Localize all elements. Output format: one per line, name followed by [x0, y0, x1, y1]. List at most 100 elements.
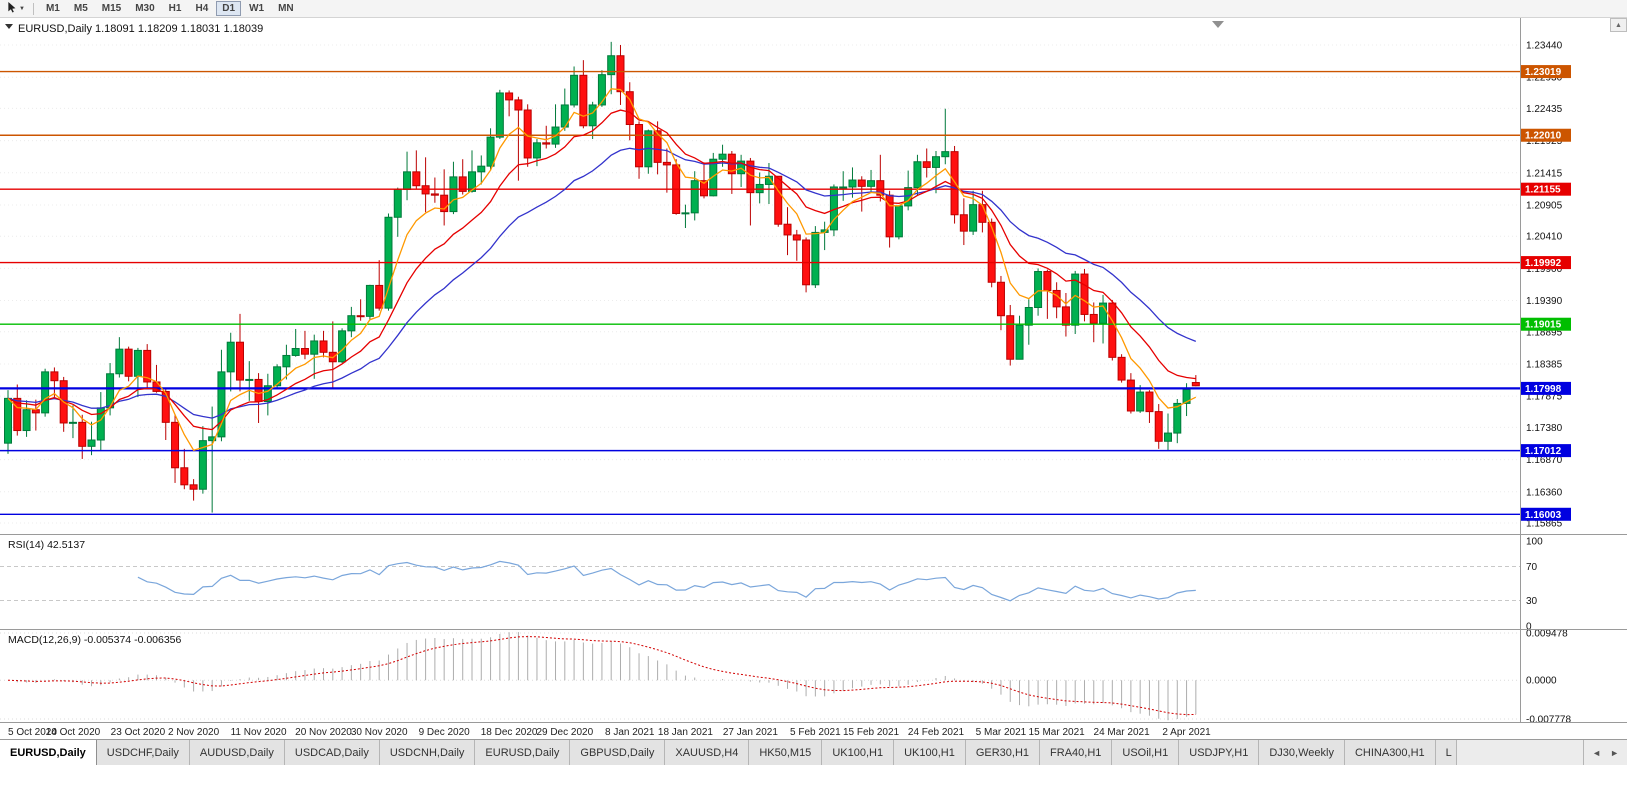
ma-medium-line: [7, 109, 1196, 431]
price-tag-1.17998: [1521, 381, 1571, 395]
cursor-tool-button[interactable]: ▼: [3, 1, 28, 17]
chart-shift-marker[interactable]: [1212, 21, 1224, 28]
chart-tab-china300-h1[interactable]: CHINA300,H1: [1344, 740, 1436, 765]
chart-tab-dj30-weekly[interactable]: DJ30,Weekly: [1259, 740, 1345, 765]
svg-text:1.17012: 1.17012: [1525, 446, 1562, 457]
svg-text:15 Feb 2021: 15 Feb 2021: [843, 727, 900, 738]
price-tag-1.23019: [1521, 65, 1571, 79]
cursor-arrow-icon: [6, 1, 17, 17]
macd-signal-line: [7, 636, 1196, 716]
svg-text:5 Feb 2021: 5 Feb 2021: [790, 727, 841, 738]
chart-tab-xauusd-h4[interactable]: XAUUSD,H4: [665, 740, 750, 765]
ma-slow-line: [7, 147, 1197, 419]
chart-tab-ger30-h1[interactable]: GER30,H1: [965, 740, 1041, 765]
svg-text:1.20905: 1.20905: [1526, 200, 1563, 211]
price-tag-1.16003: [1521, 507, 1571, 521]
svg-text:2 Nov 2020: 2 Nov 2020: [168, 727, 220, 738]
chart-tab-uk100-h1[interactable]: UK100,H1: [894, 740, 966, 765]
timeframe-button-d1[interactable]: D1: [216, 1, 242, 16]
toolbar-separator: [32, 2, 34, 15]
chart-tab-eurusd-daily[interactable]: EURUSD,Daily: [475, 740, 571, 765]
svg-text:30 Nov 2020: 30 Nov 2020: [351, 727, 408, 738]
timeframe-toolbar: ▼ M1 M5 M15 M30 H1 H4 D1 W1 MN: [0, 0, 1627, 18]
svg-text:1.19015: 1.19015: [1525, 320, 1562, 331]
svg-text:1.19900: 1.19900: [1526, 264, 1563, 275]
svg-text:0: 0: [1526, 622, 1532, 633]
svg-text:1.22010: 1.22010: [1525, 131, 1562, 142]
macd-label: MACD(12,26,9) -0.005374 -0.006356: [8, 634, 182, 646]
chevron-down-icon: ▼: [19, 5, 25, 12]
svg-text:1.18385: 1.18385: [1526, 359, 1563, 370]
svg-text:-0.007778: -0.007778: [1526, 715, 1571, 726]
svg-text:9 Dec 2020: 9 Dec 2020: [419, 727, 471, 738]
svg-text:1.23440: 1.23440: [1526, 41, 1563, 52]
timeframe-button-w1[interactable]: W1: [249, 3, 265, 14]
chart-tab-audusd-daily[interactable]: AUDUSD,Daily: [189, 740, 285, 765]
svg-text:1.17998: 1.17998: [1525, 384, 1562, 395]
svg-text:15 Mar 2021: 15 Mar 2021: [1029, 727, 1086, 738]
tab-scroll-right-button[interactable]: ►: [1610, 747, 1619, 758]
symbol-dropdown-icon[interactable]: [5, 24, 13, 29]
svg-text:1.19390: 1.19390: [1526, 296, 1563, 307]
price-tag-1.17012: [1521, 444, 1571, 458]
timeframe-buttons: M1 M5 M15 M30 H1 H4 D1 W1 MN: [39, 1, 301, 16]
svg-text:8 Jan 2021: 8 Jan 2021: [605, 727, 655, 738]
chart-tab-hk50-m15[interactable]: HK50,M15: [749, 740, 823, 765]
svg-text:30: 30: [1526, 596, 1538, 607]
svg-text:1.23019: 1.23019: [1525, 67, 1562, 78]
svg-text:1.18895: 1.18895: [1526, 327, 1563, 338]
svg-text:11 Nov 2020: 11 Nov 2020: [231, 727, 287, 738]
timeframe-button-h4[interactable]: H4: [195, 3, 209, 14]
timeframe-button-m1[interactable]: M1: [45, 3, 60, 14]
svg-text:1.21415: 1.21415: [1526, 168, 1563, 179]
svg-text:1.22435: 1.22435: [1526, 104, 1563, 115]
chart-tab-usdchf-daily[interactable]: USDCHF,Daily: [96, 740, 190, 765]
chart-window[interactable]: 1.234401.229301.224351.219251.214151.209…: [0, 18, 1627, 739]
price-tag-1.19992: [1521, 256, 1571, 270]
tab-scroll-left-button[interactable]: ◄: [1592, 747, 1602, 758]
ma-fast-line: [7, 88, 1197, 451]
svg-text:24 Mar 2021: 24 Mar 2021: [1094, 727, 1151, 738]
svg-text:1.17875: 1.17875: [1526, 392, 1563, 403]
macd-panel: 0.009478 0.0000 -0.007778 MACD(12,26,9) -0.…: [0, 629, 1571, 726]
svg-text:70: 70: [1526, 562, 1538, 573]
svg-text:29 Dec 2020: 29 Dec 2020: [536, 727, 593, 738]
chart-tab-usdjpy-h1[interactable]: USDJPY,H1: [1179, 740, 1260, 765]
chart-tab-usoil-h1[interactable]: USOil,H1: [1112, 740, 1180, 765]
timeframe-button-m30[interactable]: M30: [135, 3, 155, 14]
grid-lines: [0, 44, 1520, 524]
svg-text:27 Jan 2021: 27 Jan 2021: [723, 727, 778, 738]
timeframe-button-m15[interactable]: M15: [101, 3, 122, 14]
svg-text:1.16870: 1.16870: [1526, 455, 1563, 466]
rsi-line: [137, 560, 1196, 602]
chart-tab-partial[interactable]: L: [1435, 740, 1457, 765]
timeframe-button-mn[interactable]: MN: [278, 3, 294, 14]
svg-text:1.21155: 1.21155: [1525, 185, 1561, 196]
svg-text:23 Oct 2020: 23 Oct 2020: [111, 727, 166, 738]
price-chart[interactable]: 1.234401.229301.224351.219251.214151.209…: [0, 18, 1627, 739]
chart-tab-uk100-h1[interactable]: UK100,H1: [822, 740, 895, 765]
svg-text:20 Nov 2020: 20 Nov 2020: [295, 727, 352, 738]
svg-text:1.16003: 1.16003: [1525, 510, 1562, 521]
chart-tab-usdcnh-daily[interactable]: USDCNH,Daily: [379, 740, 476, 765]
svg-text:1.17380: 1.17380: [1526, 423, 1563, 434]
svg-text:100: 100: [1526, 537, 1543, 548]
scroll-up-button[interactable]: ▲: [1610, 18, 1627, 32]
svg-text:18 Dec 2020: 18 Dec 2020: [481, 727, 538, 738]
svg-text:0.0000: 0.0000: [1526, 676, 1557, 687]
status-bar: [0, 765, 1627, 794]
candlestick-series: [4, 41, 1200, 513]
chart-title: EURUSD,Daily 1.18091 1.18209 1.18031 1.1…: [18, 23, 263, 35]
chart-tab-gbpusd-daily[interactable]: GBPUSD,Daily: [570, 740, 666, 765]
chart-tab-eurusd-daily[interactable]: EURUSD,Daily: [0, 740, 97, 765]
timeframe-button-h1[interactable]: H1: [168, 3, 182, 14]
chart-tab-bar: EURUSD,Daily USDCHF,Daily AUDUSD,Daily USDC…: [0, 739, 1627, 765]
timeframe-button-m5[interactable]: M5: [73, 3, 88, 14]
price-tag-1.19015: [1521, 317, 1571, 331]
svg-text:1.22930: 1.22930: [1526, 73, 1563, 84]
chart-tab-fra40-h1[interactable]: FRA40,H1: [1040, 740, 1113, 765]
price-tag-1.22010: [1521, 128, 1571, 142]
chart-tab-usdcad-daily[interactable]: USDCAD,Daily: [284, 740, 380, 765]
price-axis: 1.234401.229301.224351.219251.214151.209…: [1521, 41, 1571, 529]
